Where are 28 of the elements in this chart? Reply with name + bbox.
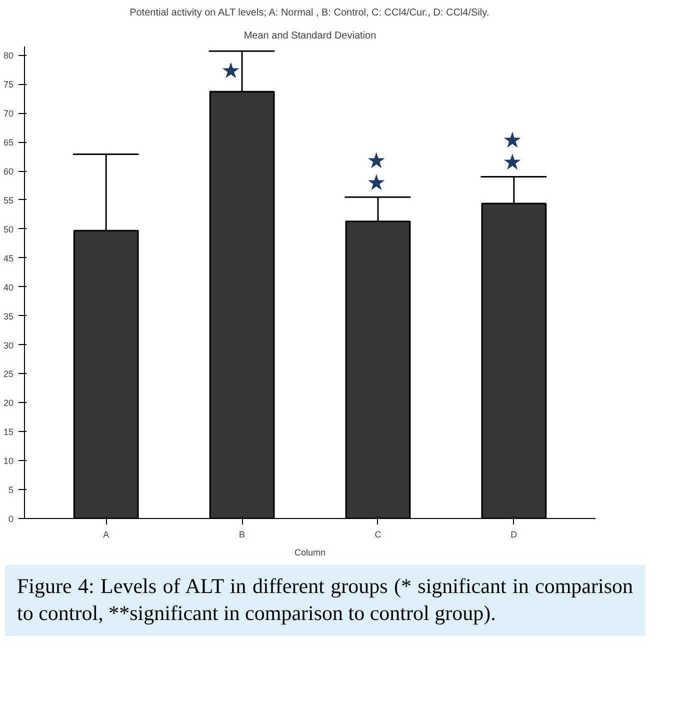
y-tick-label: 40 [3,282,14,292]
caption: Figure 4: Levels of ALT in different groups (* significant in comparison to control, **significant in comparison to control group). [17,573,633,628]
chart-subtitle: Mean and Standard Deviation [244,30,376,42]
x-tick-label: C [374,530,382,540]
data-label: ★★ [502,127,523,174]
y-tick-label: 0 [8,514,14,524]
y-tick-label: 10 [3,456,14,466]
y-tick-label: 30 [3,340,14,350]
y-tick-label: 35 [3,311,14,322]
y-tick-label: 55 [3,195,14,206]
y-tick-label: 60 [3,166,14,177]
y-tick-label: 70 [3,108,14,119]
chart-title: Potential activity on ALT levels; A: Normal , B: Control, C: CCl4/Cur., D: CCl4/Sily. [130,8,490,18]
data-label: ★★ [366,148,387,195]
y-tick-label: 65 [3,138,14,148]
y-tick-label: 50 [3,224,14,234]
y-tick-label: 80 [3,50,14,61]
x-tick-label: D [510,530,518,540]
y-tick-label: 75 [3,80,14,90]
y-tick-label: 15 [3,427,14,438]
y-tick-label: 45 [3,253,14,264]
y-tick-label: 20 [3,398,14,408]
x-tick-label: B [239,530,246,540]
x-axis-title: Column [294,548,326,558]
y-tick-label: 5 [8,485,14,496]
y-tick-label: 25 [3,369,14,380]
x-tick-label: A [103,530,110,540]
data-label: ★ [221,58,242,83]
